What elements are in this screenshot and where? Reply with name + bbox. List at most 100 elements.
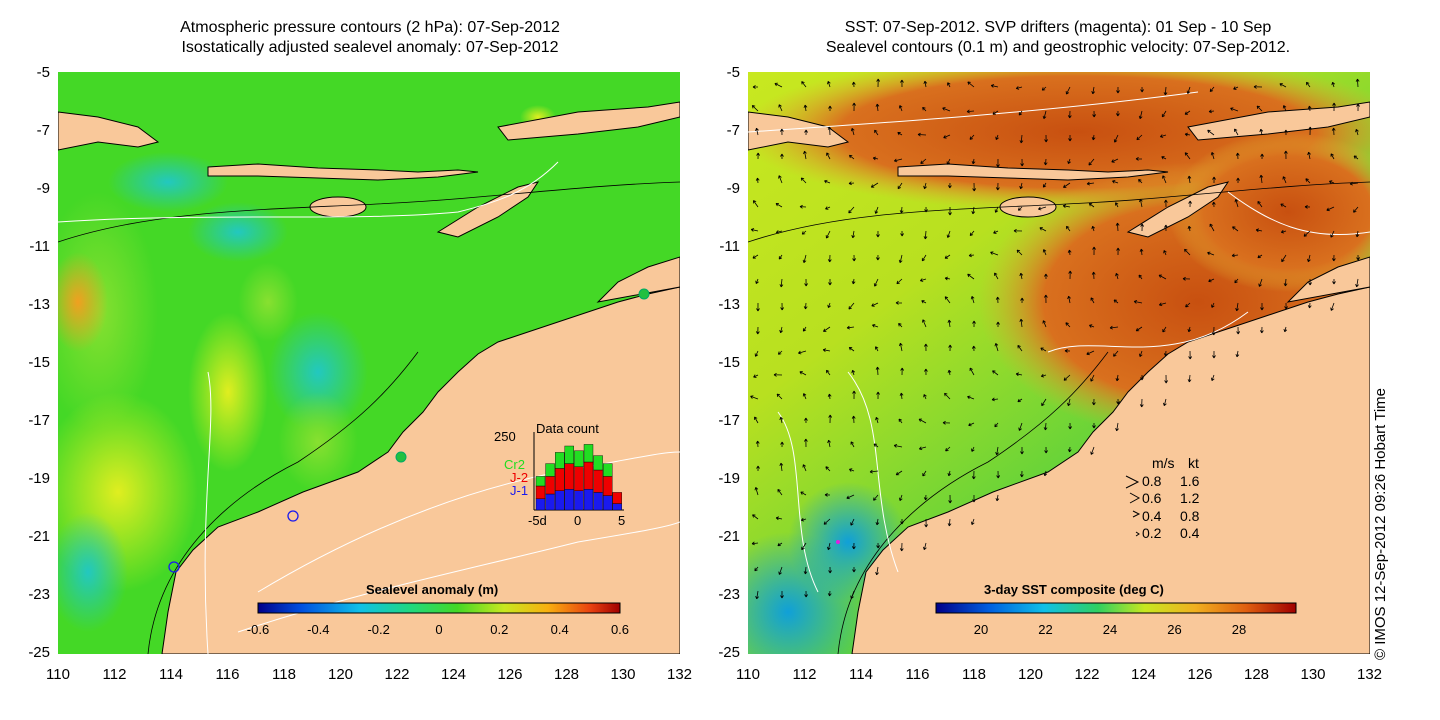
velocity-arrow	[1210, 374, 1215, 381]
velocity-arrow	[1355, 78, 1360, 88]
inset-bar-segment	[564, 489, 574, 511]
velocity-arrow	[967, 395, 975, 400]
velocity-arrow	[893, 444, 903, 448]
x-axis-label: 118	[272, 666, 296, 683]
velocity-arrow	[1331, 127, 1336, 136]
velocity-arrow	[1185, 302, 1191, 308]
velocity-arrow	[852, 566, 856, 573]
velocity-arrow	[1138, 198, 1143, 208]
velocity-arrow	[922, 319, 927, 328]
velocity-arrow	[920, 158, 927, 164]
velocity-arrow	[780, 302, 784, 311]
velocity-arrow	[1211, 326, 1216, 336]
velocity-arrow	[824, 493, 831, 497]
velocity-arrow	[1133, 300, 1143, 304]
inset-bar-segment	[593, 455, 603, 471]
velocity-arrow	[780, 441, 784, 448]
velocity-arrow	[823, 326, 831, 332]
velocity-arrow	[872, 323, 879, 328]
legend-row3-ms: 0.4	[1142, 508, 1162, 524]
velocity-arrow	[1111, 158, 1119, 163]
velocity-arrow	[1038, 206, 1047, 211]
velocity-arrow	[994, 206, 999, 213]
velocity-arrow	[754, 566, 759, 572]
velocity-arrow	[1307, 254, 1311, 263]
velocity-arrow	[1184, 110, 1191, 115]
velocity-arrow	[752, 85, 758, 89]
velocity-arrow	[1187, 374, 1192, 383]
x-axis-label: 120	[327, 666, 354, 683]
velocity-arrow	[851, 415, 856, 424]
velocity-arrow	[918, 418, 927, 424]
velocity-arrow	[1283, 326, 1288, 333]
sst-map: m/s kt 0.8 1.6 0.6 1.2 0.4 0.8 0.2 0.4 3…	[748, 72, 1370, 654]
velocity-arrow	[870, 182, 879, 188]
velocity-arrow	[780, 153, 784, 160]
velocity-arrow	[990, 251, 999, 256]
velocity-arrow	[1163, 250, 1167, 256]
velocity-arrow	[801, 230, 807, 235]
velocity-arrow	[1159, 134, 1167, 138]
y-axis-label: -9	[726, 180, 740, 197]
velocity-arrow	[802, 464, 807, 472]
velocity-arrow	[851, 542, 856, 550]
velocity-arrow	[1090, 374, 1095, 382]
velocity-arrow	[804, 129, 808, 136]
velocity-arrow	[750, 228, 759, 232]
colorbar-tick-label: 0.4	[551, 622, 569, 637]
velocity-arrow	[1353, 206, 1359, 213]
velocity-arrow	[1067, 295, 1071, 304]
velocity-legend: m/s kt 0.8 1.6 0.6 1.2 0.4 0.8 0.2 0.4	[1125, 455, 1200, 541]
velocity-arrow	[1257, 200, 1263, 208]
inset-title: Data count	[536, 421, 599, 436]
velocity-arrow	[1158, 302, 1167, 307]
velocity-arrow	[969, 367, 975, 376]
velocity-arrow	[992, 370, 999, 376]
java-island	[748, 111, 850, 151]
velocity-arrow	[1182, 276, 1191, 281]
velocity-arrow	[1062, 204, 1071, 208]
velocity-arrow	[802, 254, 807, 264]
velocity-arrow	[995, 182, 1000, 191]
y-axis-label: -19	[718, 470, 740, 487]
velocity-arrow	[1209, 223, 1215, 232]
velocity-arrow	[873, 278, 879, 287]
velocity-arrow	[850, 127, 855, 136]
velocity-arrow	[804, 278, 808, 287]
velocity-arrow	[1332, 102, 1336, 112]
velocity-arrow	[852, 102, 856, 112]
velocity-arrow	[1161, 156, 1167, 160]
velocity-arrow	[948, 206, 952, 216]
velocity-arrow	[1163, 350, 1168, 357]
velocity-arrow	[1349, 181, 1359, 186]
y-axis-label: -7	[726, 122, 740, 139]
velocity-arrow	[1042, 249, 1047, 256]
velocity-arrow	[1355, 278, 1359, 288]
velocity-arrow	[1257, 254, 1263, 259]
velocity-arrow	[779, 278, 784, 288]
velocity-arrow	[971, 206, 976, 215]
velocity-arrow	[1015, 372, 1023, 377]
velocity-arrow	[1236, 326, 1241, 335]
velocity-arrow	[1303, 230, 1311, 237]
y-axis-label: -21	[28, 528, 50, 545]
velocity-arrow	[1112, 179, 1119, 184]
velocity-arrow	[1212, 176, 1216, 184]
left-title: Atmospheric pressure contours (2 hPa): 0…	[60, 18, 680, 58]
velocity-arrow	[777, 350, 783, 355]
velocity-arrow	[1044, 134, 1048, 143]
y-axis-label: -17	[28, 412, 50, 429]
velocity-arrow	[1068, 134, 1072, 142]
velocity-arrow	[971, 158, 976, 165]
right-title-line2: Sealevel contours (0.1 m) and geostrophi…	[825, 39, 1291, 56]
velocity-arrow	[1063, 374, 1071, 381]
velocity-arrow	[1067, 398, 1071, 407]
velocity-arrow	[1163, 86, 1168, 96]
velocity-arrow	[804, 590, 808, 598]
velocity-arrow	[921, 254, 927, 262]
inset-bar-segment	[603, 476, 613, 496]
legend-row2-ms: 0.6	[1142, 490, 1162, 506]
velocity-arrow	[969, 230, 975, 237]
velocity-arrow	[779, 462, 784, 472]
velocity-arrow	[827, 393, 832, 400]
